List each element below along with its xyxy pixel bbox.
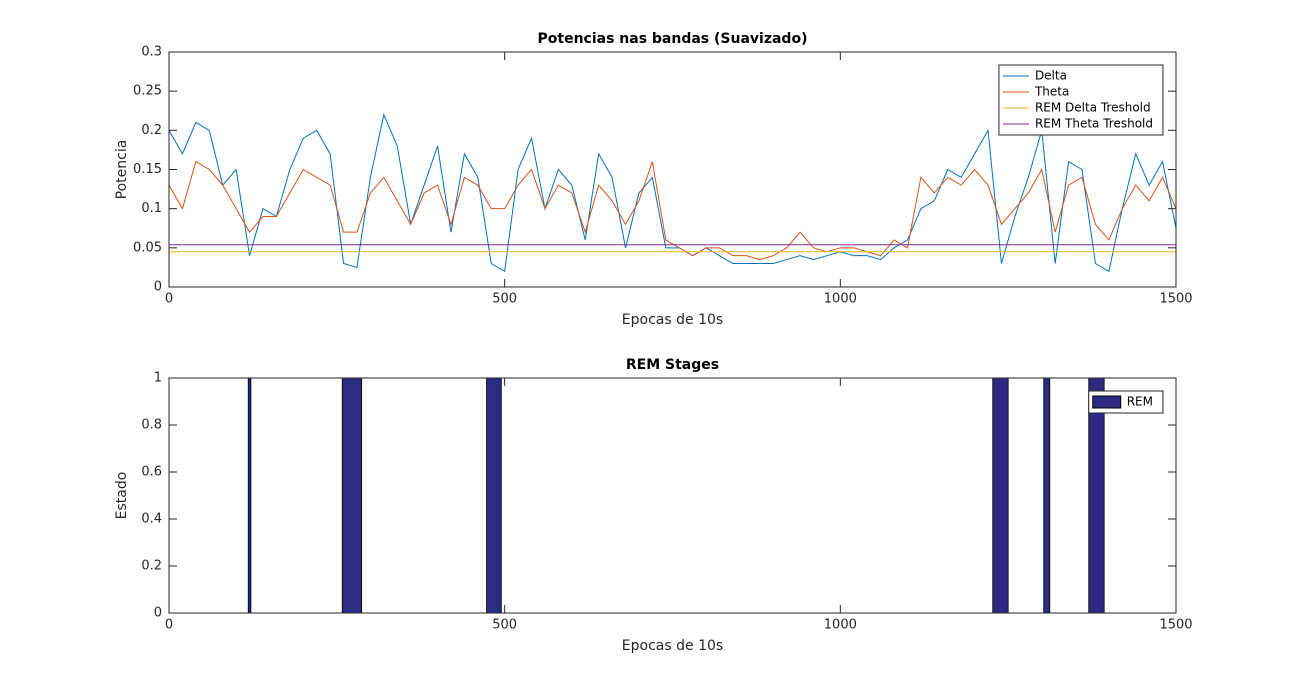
y-tick-label: 0.25 [133,84,162,99]
x-tick-label: 500 [492,618,517,633]
y-tick-label: 0.05 [133,240,162,255]
x-tick-label: 1000 [824,292,857,307]
legend: Delta Theta REM Delta Treshold REM Theta Tr… [998,64,1164,136]
y-tick-label: 1 [154,371,162,386]
x-tick-label: 1500 [1159,292,1192,307]
y-tick-label: 0.4 [141,512,162,527]
legend-label: Theta [1034,85,1069,99]
chart-title: Potencias nas bandas (Suavizado) [538,31,808,47]
y-tick-label: 0 [154,280,162,295]
plot-area [169,378,1176,613]
x-tick-label: 0 [165,618,173,633]
y-tick-label: 0.1 [141,201,162,216]
chart-title: REM Stages [626,357,719,373]
y-axis-label: Potencia [114,140,130,200]
legend-label: REM Theta Treshold [1035,117,1153,131]
y-tick-label: 0.6 [141,465,162,480]
y-tick-label: 0.8 [141,418,162,433]
legend-label: REM [1127,395,1153,409]
y-tick-label: 0.2 [141,559,162,574]
y-tick-label: 0 [154,606,162,621]
legend: REM [1088,390,1164,414]
y-tick-label: 0.2 [141,123,162,138]
y-tick-label: 0.15 [133,162,162,177]
x-tick-label: 500 [492,292,517,307]
x-axis-label: Epocas de 10s [622,638,723,654]
legend-box [998,64,1164,136]
x-tick-label: 1500 [1159,618,1192,633]
axes-box [168,377,1177,614]
data-line [168,160,1177,261]
legend-swatch [1092,395,1122,409]
legend-label: REM Delta Treshold [1035,101,1151,115]
x-tick-label: 1000 [824,618,857,633]
x-axis-label: Epocas de 10s [622,312,723,328]
y-tick-label: 0.3 [141,45,162,60]
legend-label: Delta [1035,69,1067,83]
x-tick-label: 0 [165,292,173,307]
y-axis-label: Estado [114,472,130,520]
